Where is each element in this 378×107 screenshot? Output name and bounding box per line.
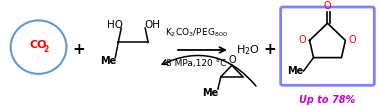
Text: HO: HO — [107, 20, 123, 30]
Text: 2: 2 — [43, 45, 48, 54]
Text: Me: Me — [288, 66, 304, 76]
Text: Me: Me — [100, 56, 116, 66]
Text: +: + — [263, 42, 276, 57]
Text: O: O — [349, 35, 356, 45]
Text: O: O — [228, 55, 235, 65]
Text: Up to 78%: Up to 78% — [299, 95, 356, 105]
Text: +: + — [72, 42, 85, 57]
FancyBboxPatch shape — [280, 7, 374, 85]
Text: Me: Me — [202, 88, 218, 98]
Text: 8 MPa,120 °C: 8 MPa,120 °C — [166, 59, 226, 68]
Text: O: O — [299, 35, 307, 45]
Circle shape — [11, 20, 67, 74]
Text: OH: OH — [144, 20, 160, 30]
Text: K$_2$CO$_3$/PEG$_{800}$: K$_2$CO$_3$/PEG$_{800}$ — [164, 27, 228, 39]
Text: CO: CO — [30, 40, 47, 50]
Text: O: O — [324, 1, 331, 11]
Text: H$_2$O: H$_2$O — [236, 43, 260, 57]
